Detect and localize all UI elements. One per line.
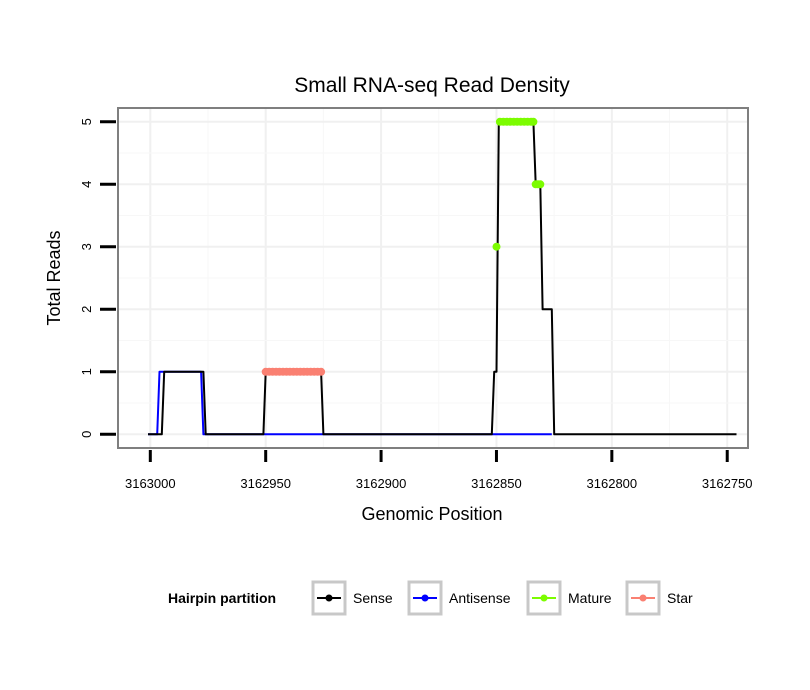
data-point-mature — [536, 180, 545, 189]
y-tick-label: 1 — [79, 368, 94, 375]
plot-panel — [117, 107, 749, 449]
legend-item-antisense: Antisense — [407, 580, 511, 616]
x-tick-label: 3163000 — [125, 476, 176, 491]
x-tick-label: 3162950 — [240, 476, 291, 491]
legend-item-mature: Mature — [526, 580, 612, 616]
y-tick-label: 5 — [79, 118, 94, 125]
legend-label: Sense — [353, 590, 393, 606]
legend-label: Star — [667, 590, 693, 606]
y-axis: 0 1 2 3 4 5 — [79, 118, 116, 438]
y-tick-label: 2 — [79, 306, 94, 313]
y-axis-title: Total Reads — [44, 230, 64, 325]
x-tick-label: 3162900 — [356, 476, 407, 491]
chart-title: Small RNA-seq Read Density — [294, 74, 570, 97]
data-point-mature — [492, 242, 501, 251]
y-tick-label: 4 — [79, 181, 94, 188]
legend-key-point — [421, 594, 429, 602]
x-tick-label: 3162850 — [471, 476, 522, 491]
data-point-mature — [529, 117, 538, 126]
grid — [118, 108, 748, 448]
legend-key-point — [325, 594, 333, 602]
x-tick-label: 3162750 — [702, 476, 753, 491]
legend-label: Mature — [568, 590, 612, 606]
legend-title: Hairpin partition — [168, 590, 276, 606]
x-axis-title: Genomic Position — [361, 504, 502, 524]
legend-label: Antisense — [449, 590, 511, 606]
legend-item-star: Star — [625, 580, 693, 616]
data-point-star — [317, 367, 326, 376]
x-axis: 3163000 3162950 3162900 3162850 3162800 31627… — [125, 450, 753, 491]
y-tick-label: 0 — [79, 431, 94, 438]
legend-key-point — [639, 594, 647, 602]
legend-item-sense: Sense — [311, 580, 393, 616]
series-lines — [148, 120, 737, 436]
series-line-sense — [148, 120, 737, 436]
legend: Hairpin partition Sense Antisense Mature St… — [168, 580, 693, 616]
legend-key-point — [540, 594, 548, 602]
series-points — [261, 117, 545, 376]
y-tick-label: 3 — [79, 243, 94, 250]
x-tick-label: 3162800 — [587, 476, 638, 491]
